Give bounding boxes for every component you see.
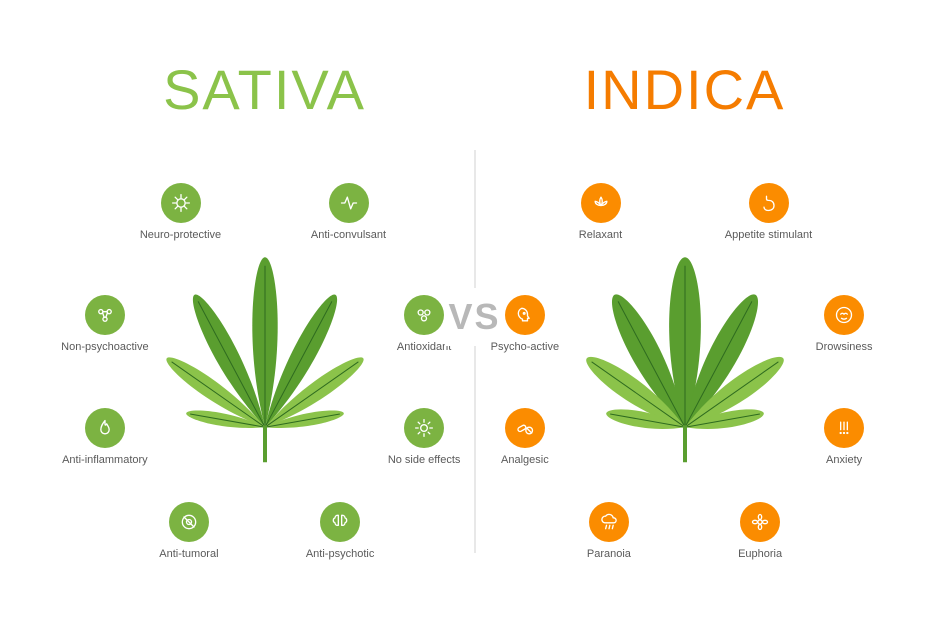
effect-label: Anti-inflammatory: [62, 454, 148, 466]
lotus-icon: [581, 183, 621, 223]
left-effect-2: Non-psychoactive: [40, 295, 170, 353]
brain-icon: [320, 502, 360, 542]
effect-label: Paranoia: [587, 548, 631, 560]
effect-label: Drowsiness: [816, 341, 873, 353]
storm-icon: [589, 502, 629, 542]
flower-icon: [740, 502, 780, 542]
effect-label: Relaxant: [579, 229, 622, 241]
right-effect-5: Anxiety: [779, 408, 909, 466]
sativa-effects: Neuro-protective Anti-convulsant Non-psy…: [55, 147, 475, 597]
cells-icon: [404, 295, 444, 335]
effect-label: Anxiety: [826, 454, 862, 466]
effect-label: Neuro-protective: [140, 229, 221, 241]
flame-icon: [85, 408, 125, 448]
sleepy-icon: [824, 295, 864, 335]
effect-label: Anti-psychotic: [306, 548, 374, 560]
effect-label: Euphoria: [738, 548, 782, 560]
effect-label: Anti-convulsant: [311, 229, 386, 241]
right-effect-6: Paranoia: [544, 502, 674, 560]
indica-title: INDICA: [475, 57, 895, 122]
effect-label: Analgesic: [501, 454, 549, 466]
left-effect-1: Anti-convulsant: [284, 183, 414, 241]
left-effect-0: Neuro-protective: [116, 183, 246, 241]
molecule-icon: [85, 295, 125, 335]
indica-effects: Relaxant Appetite stimulant Psycho-activ…: [475, 147, 895, 597]
indica-panel: INDICA Relaxant: [475, 37, 895, 597]
left-effect-6: Anti-tumoral: [124, 502, 254, 560]
right-effect-7: Euphoria: [695, 502, 825, 560]
right-effect-1: Appetite stimulant: [704, 183, 834, 241]
sativa-title: SATIVA: [55, 57, 475, 122]
effect-label: No side effects: [388, 454, 461, 466]
right-effect-4: Analgesic: [460, 408, 590, 466]
right-effect-0: Relaxant: [536, 183, 666, 241]
no-cell-icon: [169, 502, 209, 542]
sun-icon: [404, 408, 444, 448]
head-icon: [505, 295, 545, 335]
effect-label: Non-psychoactive: [61, 341, 148, 353]
left-effect-4: Anti-inflammatory: [40, 408, 170, 466]
pulse-icon: [329, 183, 369, 223]
right-effect-2: Psycho-active: [460, 295, 590, 353]
stomach-icon: [749, 183, 789, 223]
pills-icon: [505, 408, 545, 448]
effect-label: Antioxidant: [397, 341, 451, 353]
virus-icon: [161, 183, 201, 223]
left-effect-7: Anti-psychotic: [275, 502, 405, 560]
infographic-container: SATIVA Neuro-pr: [0, 0, 949, 633]
effect-label: Appetite stimulant: [725, 229, 812, 241]
effect-label: Psycho-active: [491, 341, 559, 353]
effect-label: Anti-tumoral: [159, 548, 218, 560]
sativa-panel: SATIVA Neuro-pr: [55, 37, 475, 597]
alert-icon: [824, 408, 864, 448]
right-effect-3: Drowsiness: [779, 295, 909, 353]
